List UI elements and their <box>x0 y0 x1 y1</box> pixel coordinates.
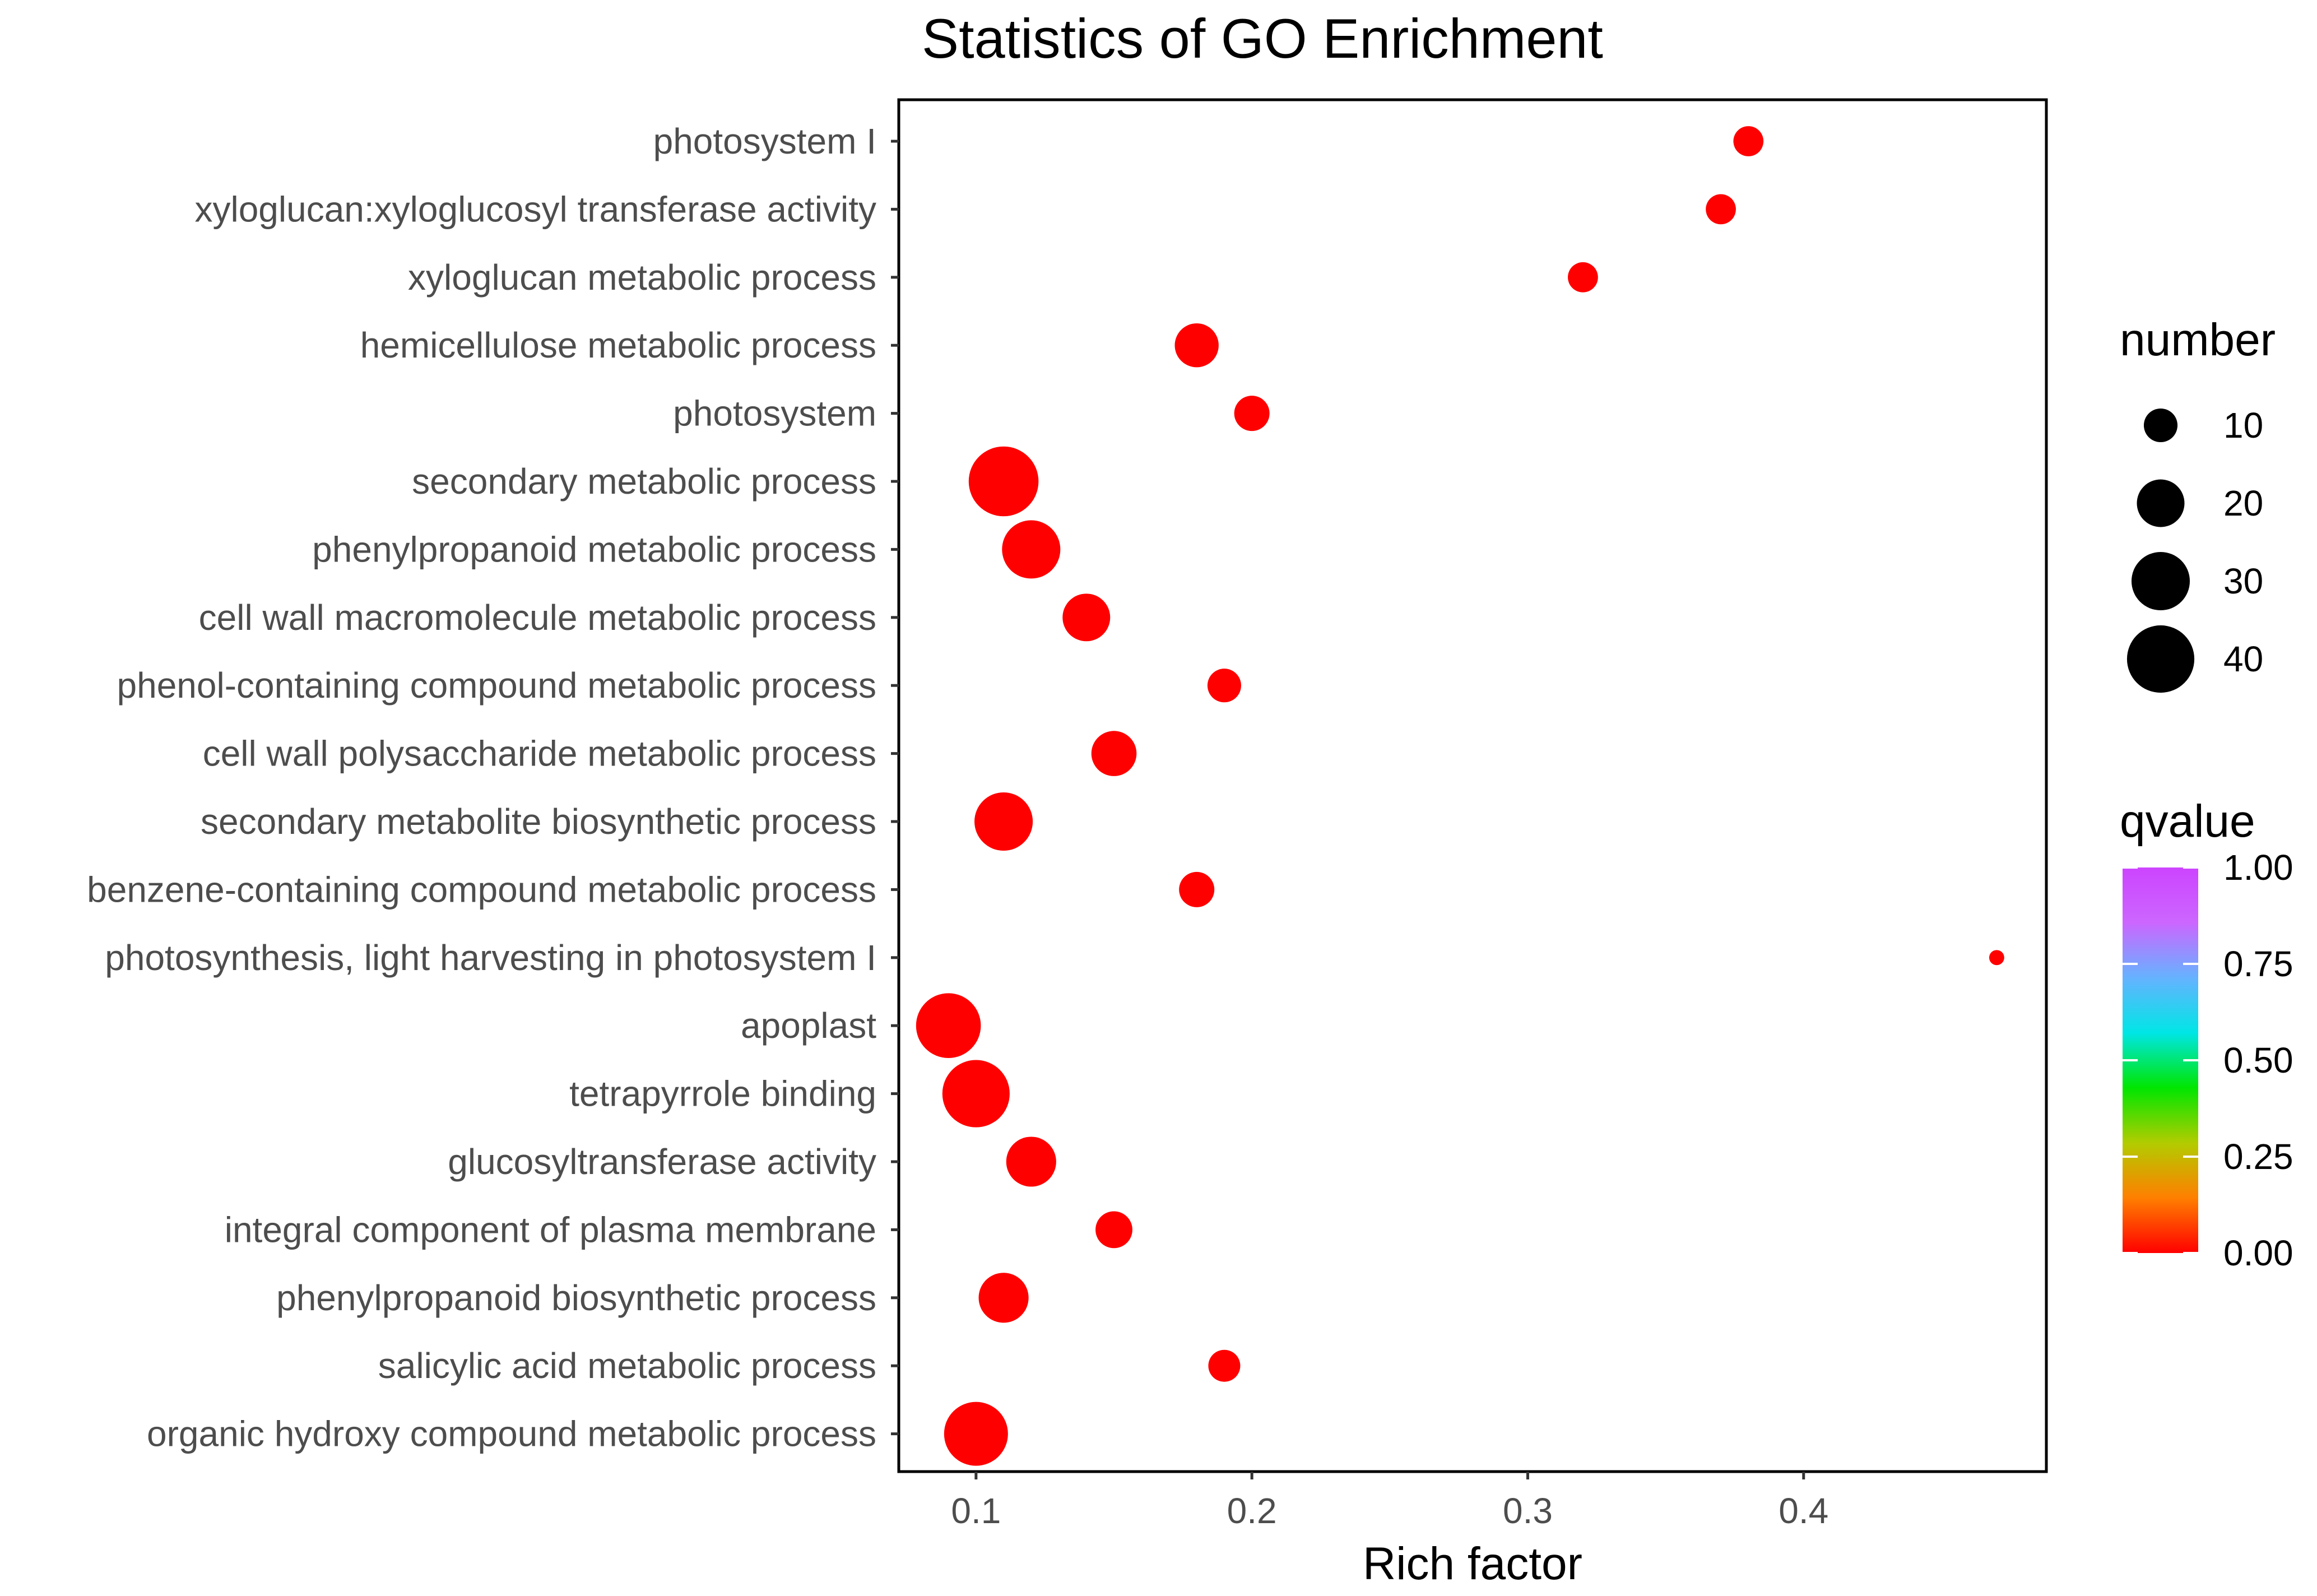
y-tick-label: salicylic acid metabolic process <box>378 1346 876 1386</box>
y-tick-label: xyloglucan metabolic process <box>408 257 876 298</box>
data-point: glucosyltransferase activity: 0.12 <box>1006 1136 1056 1187</box>
size-legend-label: 10 <box>2223 405 2263 446</box>
data-point: cell wall macromolecule metabolic proces… <box>1062 593 1111 642</box>
data-point: phenylpropanoid biosynthetic process: 0.… <box>978 1273 1029 1323</box>
data-point: apoplast: 0.09 <box>916 993 981 1058</box>
plot-panel <box>897 98 2048 1473</box>
qvalue-tick-label: 0.75 <box>2223 944 2293 984</box>
size-legend-key <box>2143 408 2178 443</box>
y-tick-label: photosynthesis, light harvesting in phot… <box>105 938 876 978</box>
qvalue-tick-label: 0.50 <box>2223 1040 2293 1080</box>
y-tick-label: apoplast <box>741 1005 876 1046</box>
data-point: hemicellulose metabolic process: 0.18 <box>1174 323 1219 368</box>
data-point: phenylpropanoid metabolic process: 0.12 <box>1002 520 1061 579</box>
data-point: photosynthesis, light harvesting in phot… <box>1989 950 2004 966</box>
y-tick-label: xyloglucan:xyloglucosyl transferase acti… <box>194 189 876 229</box>
data-point: xyloglucan metabolic process: 0.32 <box>1568 262 1598 293</box>
size-legend-label: 20 <box>2223 483 2263 523</box>
y-tick-label: benzene-containing compound metabolic pr… <box>87 869 876 910</box>
y-tick-label: phenylpropanoid metabolic process <box>312 529 876 569</box>
x-axis: 0.1 0.2 0.3 0.4 <box>951 1472 1828 1531</box>
qvalue-legend-title: qvalue <box>2120 796 2255 847</box>
y-tick-label: phenol-containing compound metabolic pro… <box>117 665 877 706</box>
x-axis-title: Rich factor <box>1363 1538 1582 1589</box>
y-tick-label: organic hydroxy compound metabolic proce… <box>147 1414 876 1454</box>
qvalue-tick-label: 0.00 <box>2223 1233 2293 1273</box>
y-tick-label: photosystem <box>673 393 876 434</box>
x-tick-label: 0.2 <box>1227 1491 1277 1531</box>
y-tick-label: photosystem I <box>653 121 876 161</box>
x-tick-label: 0.1 <box>951 1491 1001 1531</box>
data-point: organic hydroxy compound metabolic proce… <box>944 1402 1008 1466</box>
x-tick-label: 0.4 <box>1779 1491 1828 1531</box>
data-point: benzene-containing compound metabolic pr… <box>1179 871 1215 907</box>
size-legend: number 10 20 30 40 <box>2120 314 2276 693</box>
qvalue-tick-label: 1.00 <box>2223 847 2293 888</box>
data-point: integral component of plasma membrane: 0… <box>1095 1211 1132 1249</box>
data-point: photosystem I: 0.38 <box>1733 126 1764 156</box>
x-tick-label: 0.3 <box>1503 1491 1553 1531</box>
size-legend-label: 40 <box>2223 639 2263 679</box>
data-point: phenol-containing compound metabolic pro… <box>1207 669 1241 703</box>
y-tick-label: secondary metabolite biosynthetic proces… <box>201 801 876 842</box>
size-legend-key <box>2126 625 2195 693</box>
data-point: xyloglucan:xyloglucosyl transferase acti… <box>1706 194 1736 225</box>
data-point: secondary metabolic process: 0.11 <box>968 446 1039 517</box>
data-point: salicylic acid metabolic process: 0.19 <box>1208 1349 1241 1382</box>
y-tick-label: tetrapyrrole binding <box>569 1074 876 1114</box>
y-tick-label: integral component of plasma membrane <box>225 1209 876 1250</box>
qvalue-tick-label: 0.25 <box>2223 1136 2293 1177</box>
qvalue-legend: qvalue 1.00 0.75 0.50 0.25 0.00 <box>2120 796 2293 1273</box>
y-tick-label: hemicellulose metabolic process <box>360 325 876 365</box>
size-legend-label: 30 <box>2223 561 2263 601</box>
y-tick-label: cell wall polysaccharide metabolic proce… <box>203 734 876 774</box>
y-tick-label: phenylpropanoid biosynthetic process <box>276 1278 876 1318</box>
size-legend-key <box>2137 479 2185 527</box>
chart-title: Statistics of GO Enrichment <box>922 7 1603 69</box>
data-point: cell wall polysaccharide metabolic proce… <box>1091 731 1137 776</box>
y-tick-label: secondary metabolic process <box>412 461 876 502</box>
y-tick-label: glucosyltransferase activity <box>448 1142 876 1182</box>
data-point: photosystem: 0.2 <box>1234 396 1270 432</box>
data-point: tetrapyrrole binding: 0.1 <box>942 1060 1010 1128</box>
y-tick-label: cell wall macromolecule metabolic proces… <box>199 597 876 638</box>
y-axis: photosystem I xyloglucan:xyloglucosyl tra… <box>87 121 899 1454</box>
points-layer: photosystem I: 0.38 xyloglucan:xyloglucos… <box>916 126 2004 1466</box>
size-legend-key <box>2131 551 2190 611</box>
size-legend-title: number <box>2120 314 2276 365</box>
data-point: secondary metabolite biosynthetic proces… <box>974 792 1033 851</box>
